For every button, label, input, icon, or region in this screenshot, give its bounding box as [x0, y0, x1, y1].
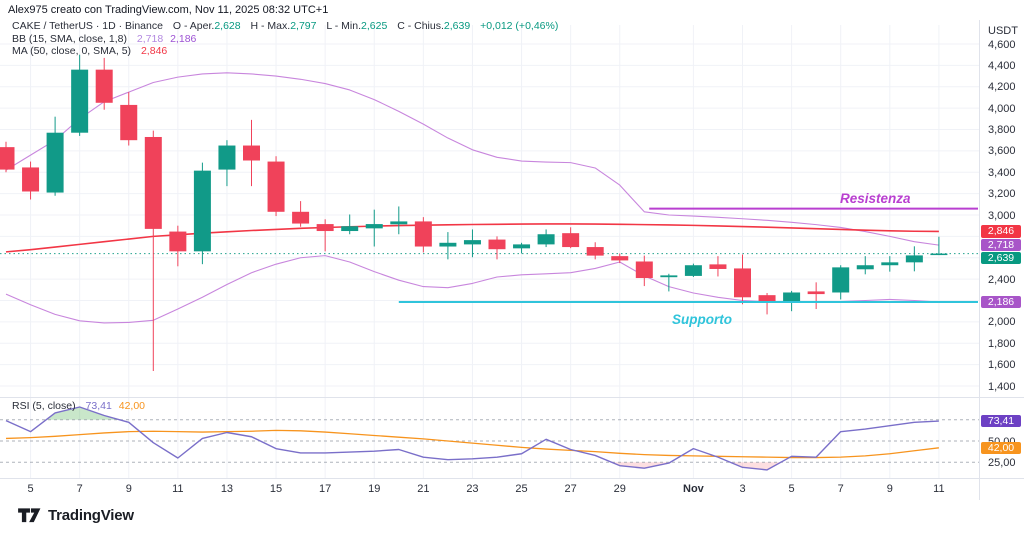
- legend-ma-row[interactable]: MA (50, close, 0, SMA, 5) 2,846: [12, 45, 558, 58]
- legend-symbol-row[interactable]: CAKE / TetherUS · 1D · Binance O - Aper.…: [12, 20, 558, 33]
- price-tick-label: 4,200: [988, 81, 1016, 94]
- bb-lower-badge: 2,186: [981, 295, 1021, 309]
- high-value: 2,797: [290, 20, 317, 32]
- close-label: C - Chius.: [397, 20, 444, 32]
- rsi-ma-value: 42,00: [118, 400, 146, 412]
- tradingview-logo-icon: [18, 508, 41, 523]
- time-tick-label: 5: [27, 483, 34, 495]
- price-tick-label: 3,000: [988, 209, 1016, 222]
- support-label[interactable]: Supporto: [672, 312, 732, 327]
- legend: CAKE / TetherUS · 1D · Binance O - Aper.…: [12, 20, 558, 58]
- price-tick-label: 3,600: [988, 145, 1016, 158]
- price-tick-label: 3,400: [988, 166, 1016, 179]
- time-tick-label: 7: [76, 483, 83, 495]
- tradingview-logo-text: TradingView: [48, 507, 134, 524]
- bb-upper-value: 2,718: [136, 32, 164, 45]
- attribution-text: Alex975 creato con TradingView.com, Nov …: [8, 4, 329, 16]
- price-tick-label: 2,000: [988, 316, 1016, 329]
- price-tick-label: 1,400: [988, 380, 1016, 393]
- time-tick-label: 13: [220, 483, 234, 495]
- tradingview-logo[interactable]: TradingView: [18, 506, 134, 525]
- price-tick-label: 4,600: [988, 38, 1016, 51]
- price-tick-label: 4,400: [988, 59, 1016, 72]
- currency-label: USDT: [988, 25, 1018, 37]
- chart-canvas[interactable]: [0, 0, 1024, 502]
- price-tick-label: 3,200: [988, 188, 1016, 201]
- ma-indicator-name[interactable]: MA (50, close, 0, SMA, 5): [12, 45, 132, 57]
- rsi-legend[interactable]: RSI (5, close) 73,41 42,00: [12, 400, 145, 412]
- symbol-title[interactable]: CAKE / TetherUS · 1D · Binance: [12, 20, 163, 32]
- time-tick-label: 21: [417, 483, 430, 495]
- time-tick-label: 25: [515, 483, 528, 495]
- rsi-indicator-name[interactable]: RSI (5, close): [12, 400, 76, 412]
- price-tick-label: 1,800: [988, 337, 1016, 350]
- time-tick-label: 19: [368, 483, 381, 495]
- time-tick-label: 11: [933, 483, 945, 495]
- close-value: 2,639: [443, 20, 471, 32]
- low-label: L - Min.: [326, 20, 362, 32]
- rsi-value: 73,41: [85, 400, 112, 412]
- low-value: 2,625: [361, 20, 388, 32]
- time-tick-label: 15: [269, 483, 283, 495]
- rsi-ma-badge: 42,00: [981, 441, 1021, 455]
- bb-lower-value: 2,186: [170, 32, 197, 45]
- price-tick-label: 1,600: [988, 359, 1016, 372]
- rsi-tick-label: 25,00: [988, 456, 1016, 469]
- time-tick-label: 7: [837, 483, 844, 495]
- time-tick-label: 9: [125, 483, 132, 495]
- open-value: 2,628: [214, 20, 241, 32]
- time-tick-label: Nov: [683, 483, 704, 495]
- time-tick-label: 5: [788, 483, 795, 495]
- price-axis[interactable]: USDT 4,600 4,400 4,200 4,000 3,800 3,600 3,400…: [980, 0, 1024, 539]
- time-tick-label: 3: [739, 483, 746, 495]
- change-value: +0,012 (+0,46%): [480, 20, 559, 32]
- open-label: O - Aper.: [172, 20, 215, 32]
- time-axis[interactable]: 5 7 9 11 13 15 17 19 21 23 25 27 29 Nov 3 5 7 9 11: [0, 481, 980, 501]
- time-tick-label: 11: [172, 483, 184, 495]
- legend-bb-row[interactable]: BB (15, SMA, close, 1,8) 2,718 2,186: [12, 33, 558, 46]
- bb-upper-badge: 2,718: [981, 238, 1021, 252]
- price-tick-label: 3,800: [988, 124, 1016, 136]
- time-tick-label: 27: [564, 483, 577, 495]
- time-tick-label: 29: [613, 483, 626, 495]
- high-label: H - Max.: [250, 20, 291, 32]
- bb-indicator-name[interactable]: BB (15, SMA, close, 1,8): [12, 32, 127, 45]
- price-tick-label: 4,000: [988, 102, 1016, 115]
- ma-value-badge: 2,846: [981, 225, 1021, 238]
- resistance-label[interactable]: Resistenza: [840, 191, 911, 206]
- price-tick-label: 2,400: [988, 273, 1016, 286]
- time-tick-label: 9: [886, 483, 893, 495]
- ma-value: 2,846: [140, 45, 168, 57]
- last-price-badge: 2,639: [981, 251, 1021, 265]
- time-tick-label: 17: [319, 483, 332, 495]
- rsi-value-badge: 73,41: [981, 414, 1021, 428]
- time-tick-label: 23: [466, 483, 479, 495]
